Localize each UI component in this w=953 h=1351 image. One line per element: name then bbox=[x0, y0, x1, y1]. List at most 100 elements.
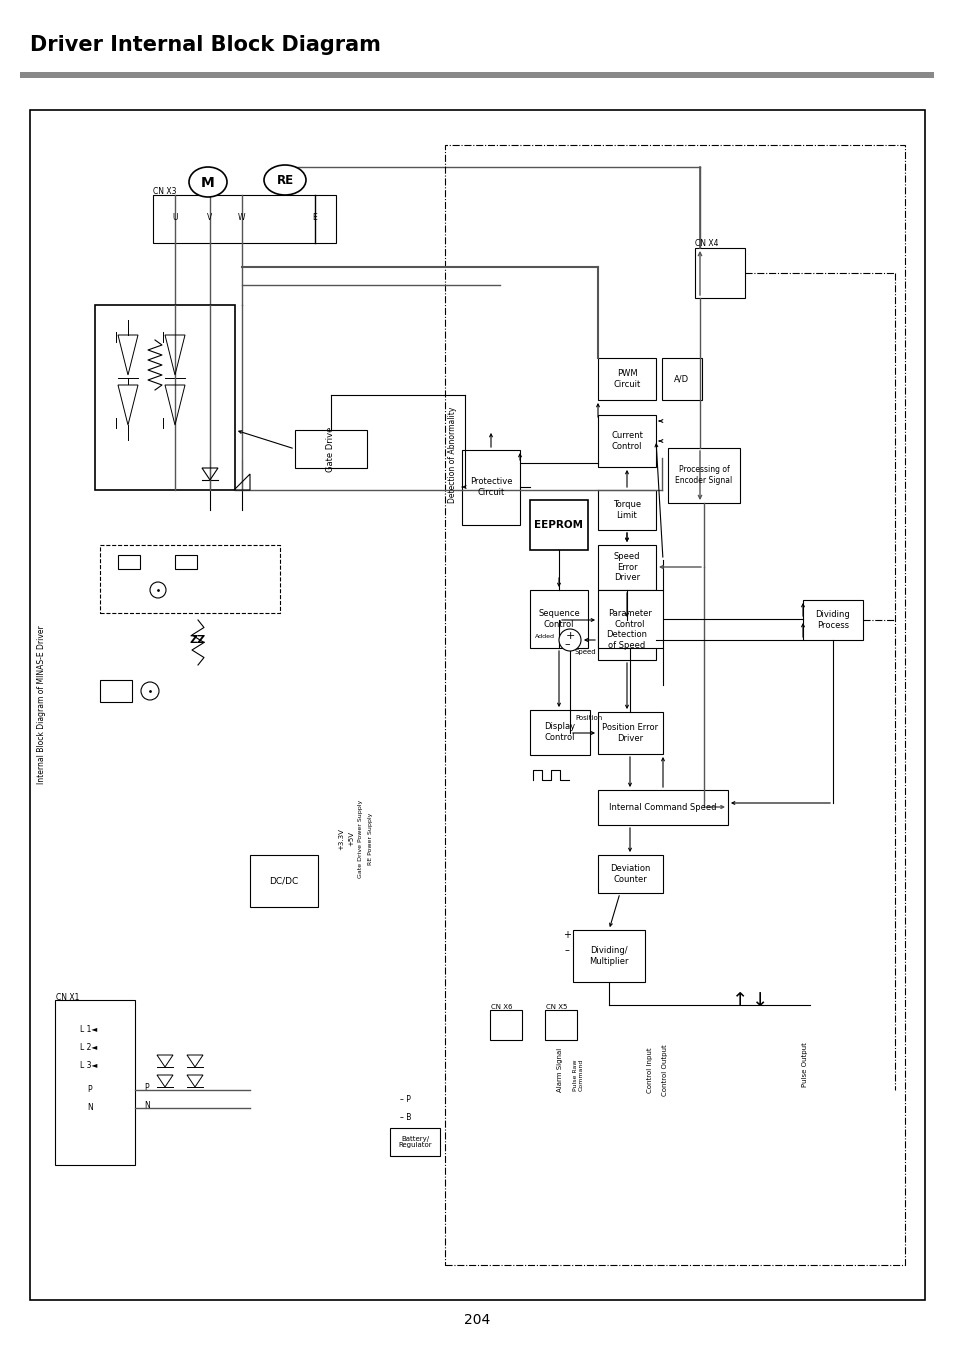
Text: Pulse Raw
Command: Pulse Raw Command bbox=[572, 1059, 583, 1092]
Text: PWM
Circuit: PWM Circuit bbox=[613, 369, 640, 389]
Text: Deviation
Counter: Deviation Counter bbox=[609, 865, 650, 884]
Bar bbox=[530, 590, 587, 648]
Text: – B: – B bbox=[399, 1113, 411, 1123]
Text: Detection of Abnormality: Detection of Abnormality bbox=[448, 407, 457, 503]
Text: CN X5: CN X5 bbox=[545, 1004, 567, 1011]
Text: +5V: +5V bbox=[348, 831, 354, 847]
Text: Sequence
Control: Sequence Control bbox=[537, 609, 579, 628]
Text: Detection
of Speed: Detection of Speed bbox=[606, 631, 647, 650]
Circle shape bbox=[150, 582, 166, 598]
Bar bbox=[250, 855, 317, 907]
Text: Alarm Signal: Alarm Signal bbox=[557, 1048, 562, 1092]
Text: RE Power Supply: RE Power Supply bbox=[368, 813, 373, 865]
Bar bbox=[461, 450, 519, 526]
Text: L 3◄: L 3◄ bbox=[80, 1062, 97, 1070]
Text: CN X4: CN X4 bbox=[695, 239, 718, 249]
Bar bbox=[30, 109, 924, 1300]
Text: +: + bbox=[562, 929, 571, 940]
Text: 204: 204 bbox=[463, 1313, 490, 1327]
Text: Driver Internal Block Diagram: Driver Internal Block Diagram bbox=[30, 35, 380, 55]
Bar bbox=[100, 544, 280, 613]
Text: Position: Position bbox=[575, 715, 601, 721]
Bar bbox=[598, 790, 727, 825]
Text: Internal Command Speed: Internal Command Speed bbox=[609, 802, 716, 812]
Bar bbox=[118, 555, 140, 569]
Text: Speed: Speed bbox=[575, 648, 596, 655]
Text: Current
Control: Current Control bbox=[611, 431, 642, 451]
Bar bbox=[598, 415, 656, 467]
Bar bbox=[695, 249, 744, 299]
Bar bbox=[100, 680, 132, 703]
Text: Torque
Limit: Torque Limit bbox=[612, 500, 640, 520]
Ellipse shape bbox=[189, 168, 227, 197]
Text: P: P bbox=[88, 1085, 92, 1094]
Text: Control Output: Control Output bbox=[661, 1044, 667, 1096]
Bar bbox=[598, 855, 662, 893]
Text: EEPROM: EEPROM bbox=[534, 520, 583, 530]
Bar bbox=[294, 430, 367, 467]
Text: Gate Drive Power Supply: Gate Drive Power Supply bbox=[357, 800, 363, 878]
Bar bbox=[544, 1011, 577, 1040]
Text: Parameter
Control: Parameter Control bbox=[607, 609, 651, 628]
Text: P: P bbox=[145, 1082, 150, 1092]
Text: L 1◄: L 1◄ bbox=[80, 1025, 97, 1035]
Text: ↑: ↑ bbox=[731, 990, 747, 1009]
Bar bbox=[490, 1011, 521, 1040]
Text: Dividing
Process: Dividing Process bbox=[815, 611, 849, 630]
Text: Battery/
Regulator: Battery/ Regulator bbox=[397, 1135, 432, 1148]
Bar bbox=[152, 195, 335, 243]
Text: E: E bbox=[313, 213, 317, 223]
Text: Protective
Circuit: Protective Circuit bbox=[469, 477, 512, 497]
Bar bbox=[55, 1000, 135, 1165]
Ellipse shape bbox=[264, 165, 306, 195]
Text: W: W bbox=[238, 213, 246, 223]
Text: Pulse Output: Pulse Output bbox=[801, 1043, 807, 1088]
Text: Added: Added bbox=[535, 635, 555, 639]
Bar bbox=[20, 72, 933, 78]
Text: CN X6: CN X6 bbox=[491, 1004, 512, 1011]
Bar bbox=[598, 544, 656, 590]
Text: Display
Control: Display Control bbox=[544, 723, 575, 742]
Text: N: N bbox=[144, 1101, 150, 1109]
Bar bbox=[444, 145, 904, 1265]
Text: L 2◄: L 2◄ bbox=[80, 1043, 97, 1052]
Text: Dividing/
Multiplier: Dividing/ Multiplier bbox=[589, 946, 628, 966]
Text: CN X3: CN X3 bbox=[152, 188, 176, 196]
Text: Processing of
Encoder Signal: Processing of Encoder Signal bbox=[675, 465, 732, 485]
Bar bbox=[95, 305, 234, 490]
Bar bbox=[667, 449, 740, 503]
Text: Internal Block Diagram of MINAS-E Driver: Internal Block Diagram of MINAS-E Driver bbox=[37, 626, 47, 785]
Bar bbox=[598, 358, 656, 400]
Bar bbox=[174, 555, 196, 569]
Text: CN X1: CN X1 bbox=[56, 993, 79, 1001]
Text: M: M bbox=[201, 176, 214, 190]
Bar bbox=[530, 711, 589, 755]
Bar bbox=[598, 490, 656, 530]
Text: – P: – P bbox=[399, 1096, 411, 1105]
Bar bbox=[661, 358, 701, 400]
Text: –: – bbox=[563, 639, 569, 648]
Circle shape bbox=[141, 682, 159, 700]
Text: Position Error
Driver: Position Error Driver bbox=[601, 723, 658, 743]
Text: Gate Drive: Gate Drive bbox=[326, 427, 335, 471]
Text: A/D: A/D bbox=[674, 374, 689, 384]
Text: V: V bbox=[207, 213, 213, 223]
Text: +3.3V: +3.3V bbox=[337, 828, 344, 850]
Bar bbox=[598, 712, 662, 754]
Text: –: – bbox=[564, 944, 569, 955]
Bar bbox=[598, 620, 656, 661]
Text: Speed
Error
Driver: Speed Error Driver bbox=[613, 553, 639, 582]
Bar bbox=[802, 600, 862, 640]
Text: DC/DC: DC/DC bbox=[269, 877, 298, 885]
Bar bbox=[573, 929, 644, 982]
Text: RE: RE bbox=[276, 174, 294, 188]
Bar bbox=[598, 590, 662, 648]
Text: N: N bbox=[87, 1104, 92, 1112]
Text: +: + bbox=[565, 631, 574, 640]
Text: ↓: ↓ bbox=[751, 990, 767, 1009]
Bar bbox=[530, 500, 587, 550]
Text: Control Input: Control Input bbox=[646, 1047, 652, 1093]
Circle shape bbox=[558, 630, 580, 651]
Text: U: U bbox=[172, 213, 177, 223]
Text: ZZ: ZZ bbox=[190, 635, 206, 644]
